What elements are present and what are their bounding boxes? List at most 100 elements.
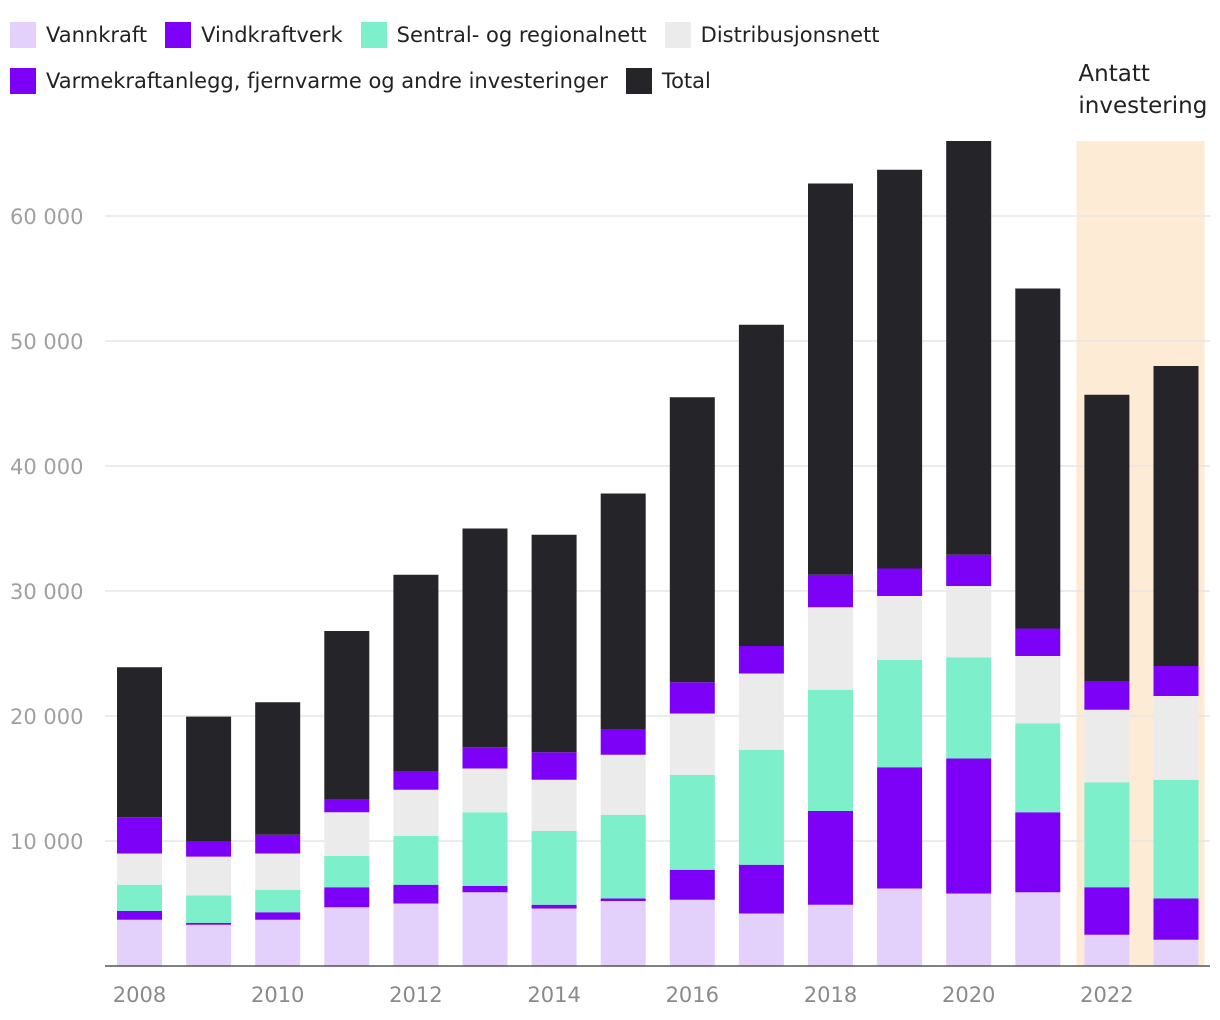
bar-distribusjonsnett-2011 (324, 812, 370, 856)
bar-sentral-og-regionalnett-2014 (531, 831, 577, 905)
legend-row-1: Vannkraft Vindkraftverk Sentral- og regi… (10, 18, 1010, 52)
bar-distribusjonsnett-2017 (738, 673, 784, 750)
x-tick-label-2012: 2012 (389, 983, 442, 1007)
bar-vannkraft-2023 (1153, 939, 1199, 966)
y-tick-label-50000: 50 000 (10, 330, 83, 354)
legend-row-2: Varmekraftanlegg, fjernvarme og andre in… (10, 64, 1010, 98)
bar-varmekraftanlegg-fjernvarme-og-andre-investeringer-2012 (393, 771, 439, 790)
bar-vindkraftverk-2017 (738, 864, 784, 914)
bar-total-2013 (462, 528, 508, 748)
bar-total-2015 (600, 493, 646, 730)
bar-distribusjonsnett-2013 (462, 768, 508, 813)
bar-vannkraft-2011 (324, 907, 370, 966)
legend-item-varmekraft: Varmekraftanlegg, fjernvarme og andre in… (10, 68, 608, 94)
bar-vindkraftverk-2021 (1015, 812, 1061, 893)
legend-swatch-total (625, 68, 652, 94)
bar-sentral-og-regionalnett-2019 (877, 659, 923, 768)
legend-label-varmekraft: Varmekraftanlegg, fjernvarme og andre in… (46, 69, 608, 93)
bar-vannkraft-2013 (462, 892, 508, 966)
bar-vindkraftverk-2023 (1153, 898, 1199, 940)
bar-varmekraftanlegg-fjernvarme-og-andre-investeringer-2014 (531, 752, 577, 780)
y-tick-label-20000: 20 000 (10, 705, 83, 729)
bar-vannkraft-2018 (808, 904, 853, 966)
forecast-annotation: Antatt investering (1078, 61, 1207, 119)
bar-vannkraft-2010 (255, 919, 301, 966)
bar-sentral-og-regionalnett-2016 (669, 774, 715, 870)
bar-total-2022 (1084, 394, 1130, 681)
bar-total-2016 (669, 397, 715, 683)
bar-vannkraft-2022 (1084, 934, 1130, 966)
y-tick-label-10000: 10 000 (10, 830, 83, 854)
bar-vannkraft-2019 (877, 888, 923, 966)
bar-distribusjonsnett-2021 (1015, 656, 1061, 724)
bar-vindkraftverk-2012 (393, 884, 439, 904)
bar-sentral-og-regionalnett-2009 (186, 895, 232, 923)
bar-sentral-og-regionalnett-2023 (1153, 779, 1199, 899)
legend-label-vannkraft: Vannkraft (46, 23, 148, 47)
bar-sentral-og-regionalnett-2011 (324, 856, 370, 888)
legend-swatch-distribusjonsnett (664, 22, 691, 48)
bar-sentral-og-regionalnett-2012 (393, 836, 439, 885)
bar-distribusjonsnett-2022 (1084, 709, 1130, 783)
bar-sentral-og-regionalnett-2017 (738, 749, 784, 865)
bars (117, 141, 1199, 966)
bar-distribusjonsnett-2016 (669, 713, 715, 775)
bar-varmekraftanlegg-fjernvarme-og-andre-investeringer-2022 (1084, 681, 1130, 710)
forecast-annotation-line-2: investering (1078, 93, 1207, 119)
bar-vannkraft-2014 (531, 908, 577, 966)
bar-vannkraft-2012 (393, 903, 439, 966)
bar-sentral-og-regionalnett-2020 (946, 657, 992, 759)
bar-varmekraftanlegg-fjernvarme-og-andre-investeringer-2016 (669, 682, 715, 714)
bar-sentral-og-regionalnett-2022 (1084, 782, 1130, 888)
legend-swatch-varmekraft (10, 68, 36, 94)
bar-sentral-og-regionalnett-2018 (808, 689, 853, 811)
x-tick-label-2022: 2022 (1080, 983, 1133, 1007)
bar-varmekraftanlegg-fjernvarme-og-andre-investeringer-2010 (255, 834, 301, 854)
chart-legend: Vannkraft Vindkraftverk Sentral- og regi… (10, 18, 1010, 110)
bar-sentral-og-regionalnett-2021 (1015, 723, 1061, 813)
bar-vindkraftverk-2013 (462, 886, 508, 893)
bar-vindkraftverk-2015 (600, 898, 646, 901)
legend-swatch-sentralnett (360, 22, 387, 48)
y-tick-label-30000: 30 000 (10, 580, 83, 604)
bar-total-2021 (1015, 288, 1061, 629)
bar-sentral-og-regionalnett-2008 (117, 884, 162, 911)
forecast-annotation-line-1: Antatt (1078, 61, 1149, 87)
bar-vannkraft-2008 (117, 919, 162, 966)
bar-distribusjonsnett-2015 (600, 754, 646, 815)
bar-vindkraftverk-2011 (324, 887, 370, 908)
bar-sentral-og-regionalnett-2010 (255, 889, 301, 913)
bar-distribusjonsnett-2014 (531, 779, 577, 831)
bar-vannkraft-2016 (669, 899, 715, 966)
bar-total-2023 (1153, 366, 1199, 666)
bar-distribusjonsnett-2018 (808, 607, 853, 690)
bar-varmekraftanlegg-fjernvarme-og-andre-investeringer-2011 (324, 799, 370, 813)
legend-swatch-vannkraft (10, 22, 36, 48)
axes: 10 000 20 000 30 000 40 000 50 000 60 000 2008… (10, 205, 1210, 1007)
bar-distribusjonsnett-2023 (1153, 696, 1199, 780)
bar-vannkraft-2021 (1015, 892, 1061, 966)
bar-varmekraftanlegg-fjernvarme-og-andre-investeringer-2008 (117, 817, 162, 854)
bar-varmekraftanlegg-fjernvarme-og-andre-investeringer-2015 (600, 729, 646, 755)
bar-varmekraftanlegg-fjernvarme-og-andre-investeringer-2013 (462, 747, 508, 769)
bar-total-2009 (186, 716, 232, 842)
bar-vannkraft-2009 (186, 924, 232, 966)
x-tick-label-2020: 2020 (942, 983, 995, 1007)
legend-label-total: Total (661, 69, 711, 93)
bar-total-2018 (808, 183, 853, 575)
bar-vannkraft-2020 (946, 893, 992, 966)
bar-distribusjonsnett-2019 (877, 596, 923, 660)
bar-total-2012 (393, 574, 439, 771)
bar-varmekraftanlegg-fjernvarme-og-andre-investeringer-2020 (946, 554, 992, 586)
bar-varmekraftanlegg-fjernvarme-og-andre-investeringer-2023 (1153, 666, 1199, 696)
bar-varmekraftanlegg-fjernvarme-og-andre-investeringer-2021 (1015, 628, 1061, 656)
bar-total-2017 (738, 324, 784, 646)
bar-vindkraftverk-2008 (117, 911, 162, 920)
bar-sentral-og-regionalnett-2015 (600, 814, 646, 899)
bar-vannkraft-2015 (600, 901, 646, 966)
bar-total-2020 (946, 141, 992, 555)
bar-varmekraftanlegg-fjernvarme-og-andre-investeringer-2019 (877, 568, 923, 596)
bar-vindkraftverk-2019 (877, 767, 923, 889)
bar-varmekraftanlegg-fjernvarme-og-andre-investeringer-2017 (738, 646, 784, 674)
